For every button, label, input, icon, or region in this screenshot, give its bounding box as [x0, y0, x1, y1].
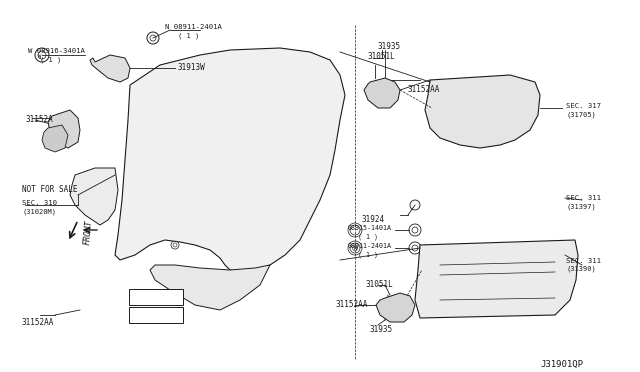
- Polygon shape: [90, 55, 130, 82]
- Circle shape: [233, 230, 237, 234]
- Text: 31935+A: 31935+A: [135, 310, 168, 319]
- Text: ( 1 ): ( 1 ): [358, 251, 378, 257]
- Circle shape: [128, 193, 132, 197]
- Circle shape: [283, 193, 287, 197]
- Text: W 08916-3401A: W 08916-3401A: [28, 48, 85, 54]
- Circle shape: [163, 213, 167, 217]
- Text: (31390): (31390): [567, 266, 596, 273]
- Text: 31051L: 31051L: [365, 280, 393, 289]
- Text: 31935: 31935: [370, 325, 393, 334]
- Text: SEC. 311: SEC. 311: [566, 258, 601, 264]
- Circle shape: [203, 153, 207, 157]
- Polygon shape: [150, 265, 270, 310]
- Text: W: W: [38, 54, 42, 58]
- Circle shape: [143, 128, 147, 132]
- Circle shape: [168, 103, 172, 107]
- Text: 08915-1401A: 08915-1401A: [348, 225, 392, 231]
- Text: SEC. 317: SEC. 317: [566, 103, 601, 109]
- Text: FRONT: FRONT: [83, 219, 94, 245]
- Text: N 08911-2401A: N 08911-2401A: [165, 24, 222, 30]
- Circle shape: [173, 73, 177, 77]
- Polygon shape: [376, 293, 415, 322]
- Circle shape: [258, 226, 262, 230]
- Circle shape: [183, 130, 187, 134]
- Circle shape: [158, 113, 162, 117]
- Text: NOT FOR SALE: NOT FOR SALE: [22, 185, 77, 194]
- Circle shape: [258, 88, 262, 92]
- Circle shape: [148, 178, 152, 182]
- Circle shape: [263, 146, 267, 150]
- Text: 31924: 31924: [362, 215, 385, 224]
- Circle shape: [133, 158, 137, 162]
- Circle shape: [313, 70, 317, 74]
- Polygon shape: [425, 75, 540, 148]
- Circle shape: [228, 93, 232, 97]
- Circle shape: [153, 143, 157, 147]
- FancyBboxPatch shape: [129, 289, 183, 305]
- Circle shape: [253, 60, 257, 64]
- Polygon shape: [415, 240, 578, 318]
- Text: SEC. 310: SEC. 310: [22, 200, 57, 206]
- Text: 31152A: 31152A: [25, 115, 52, 124]
- Circle shape: [288, 148, 292, 152]
- Text: ( 1 ): ( 1 ): [178, 32, 199, 38]
- Circle shape: [308, 153, 312, 157]
- Text: ( 1 ): ( 1 ): [40, 56, 61, 62]
- Circle shape: [153, 88, 157, 92]
- Circle shape: [138, 223, 142, 227]
- Circle shape: [213, 118, 217, 122]
- Text: (31397): (31397): [567, 203, 596, 209]
- Text: 31152AA: 31152AA: [335, 300, 367, 309]
- Circle shape: [218, 63, 222, 67]
- FancyBboxPatch shape: [129, 307, 183, 323]
- Polygon shape: [115, 48, 345, 272]
- Circle shape: [173, 243, 177, 247]
- Circle shape: [293, 98, 297, 102]
- Text: 08911-2401A: 08911-2401A: [348, 243, 392, 249]
- Polygon shape: [364, 78, 400, 108]
- Text: J31901QP: J31901QP: [540, 360, 583, 369]
- Circle shape: [198, 86, 202, 90]
- Text: 31913W: 31913W: [178, 63, 205, 72]
- Circle shape: [243, 113, 247, 117]
- Circle shape: [238, 78, 242, 82]
- Circle shape: [288, 61, 292, 65]
- Text: (31705): (31705): [567, 111, 596, 118]
- Circle shape: [203, 236, 207, 240]
- Circle shape: [193, 203, 197, 207]
- Circle shape: [253, 193, 257, 197]
- Text: 31051L: 31051L: [367, 52, 395, 61]
- Text: N: N: [353, 246, 357, 250]
- Circle shape: [273, 76, 277, 80]
- Circle shape: [173, 166, 177, 170]
- Text: (31020M): (31020M): [22, 208, 56, 215]
- Text: 31935: 31935: [378, 42, 401, 51]
- Circle shape: [188, 98, 192, 102]
- Circle shape: [303, 83, 307, 87]
- Circle shape: [150, 35, 156, 41]
- Polygon shape: [42, 125, 68, 152]
- Text: 31152AA: 31152AA: [22, 318, 54, 327]
- Text: 31152AA: 31152AA: [408, 85, 440, 94]
- Polygon shape: [48, 110, 80, 148]
- Text: SEC. 311: SEC. 311: [566, 195, 601, 201]
- Text: 31051JA: 31051JA: [135, 292, 168, 301]
- Circle shape: [223, 196, 227, 200]
- Circle shape: [278, 116, 282, 120]
- Text: ( 1 ): ( 1 ): [358, 233, 378, 240]
- Circle shape: [233, 146, 237, 150]
- Polygon shape: [70, 168, 118, 225]
